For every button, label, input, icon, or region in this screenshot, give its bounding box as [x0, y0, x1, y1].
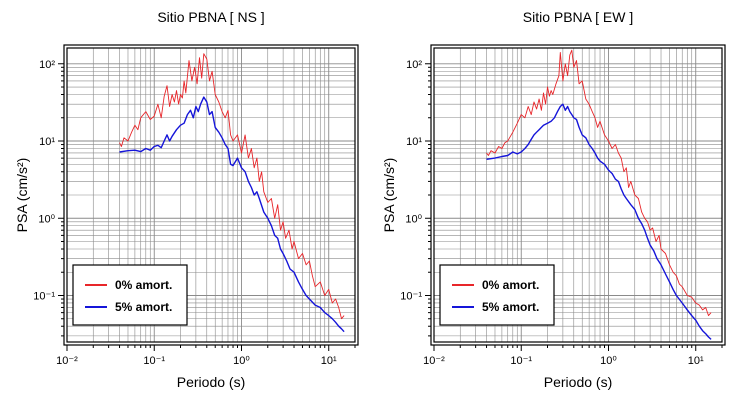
y-tick-label: 10⁻¹ — [33, 290, 55, 302]
x-tick-label: 10¹ — [688, 355, 704, 367]
plot-frame — [66, 47, 356, 343]
series-line-damped — [119, 96, 345, 333]
chart-title: Sitio PBNA [ EW ] — [523, 9, 633, 25]
y-tick-label: 10⁰ — [405, 213, 422, 225]
chart-title: Sitio PBNA [ NS ] — [157, 9, 264, 25]
y-tick-label: 10⁻¹ — [400, 290, 422, 302]
x-tick-label: 10⁻² — [423, 355, 445, 367]
x-tick-label: 10⁻¹ — [510, 355, 532, 367]
x-tick-label: 10⁻² — [56, 355, 78, 367]
x-tick-label: 10⁻¹ — [143, 355, 165, 367]
y-tick-label: 10¹ — [406, 136, 422, 148]
legend-label: 0% amort. — [482, 278, 539, 292]
legend-label: 0% amort. — [115, 278, 172, 292]
legend-label: 5% amort. — [115, 300, 172, 314]
series-line-damped — [486, 103, 712, 340]
series-line-undamped — [486, 49, 712, 317]
chart-panel-ew: 10⁻² 10⁻¹ 10⁰ 10¹ 10⁻¹ 10⁰ 10¹ 10² Sitio PBNA [ … — [381, 9, 726, 390]
y-tick-label: 10² — [39, 59, 55, 71]
legend-box — [439, 264, 555, 326]
x-tick-label: 10⁰ — [600, 355, 617, 367]
y-axis-label: PSA (cm/s²) — [14, 158, 30, 233]
legend: 0% amort. 5% amort. — [72, 264, 188, 326]
y-tick-label: 10² — [406, 59, 422, 71]
x-tick-label: 10⁰ — [233, 355, 250, 367]
legend-label: 5% amort. — [482, 300, 539, 314]
x-axis-label: Periodo (s) — [177, 374, 245, 390]
x-axis-label: Periodo (s) — [544, 374, 612, 390]
legend-box — [72, 264, 188, 326]
y-axis-label: PSA (cm/s²) — [381, 158, 397, 233]
x-tick-label: 10¹ — [321, 355, 337, 367]
y-tick-label: 10⁰ — [38, 213, 55, 225]
plot-frame — [433, 47, 723, 343]
grid — [67, 48, 355, 342]
chart-panel-ns: 10⁻² 10⁻¹ 10⁰ 10¹ 10⁻¹ 10⁰ 10¹ 10² Sitio PBNA [ … — [14, 9, 359, 390]
legend: 0% amort. 5% amort. — [439, 264, 555, 326]
series-line-undamped — [119, 53, 345, 320]
y-tick-label: 10¹ — [39, 136, 55, 148]
